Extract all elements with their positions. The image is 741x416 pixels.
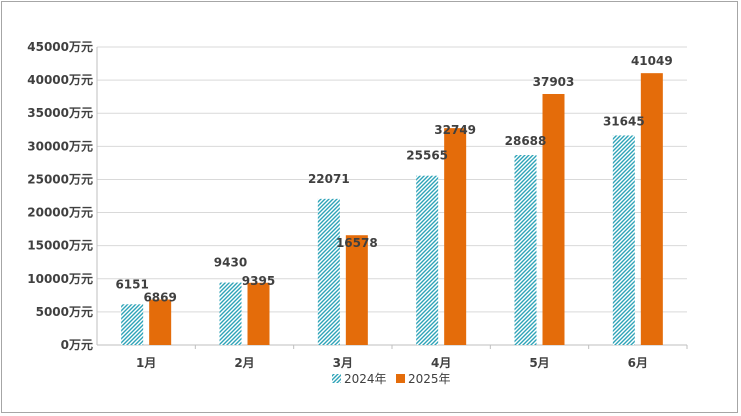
x-tick-label-1: 2月 — [234, 356, 254, 370]
legend-label-1: 2025年 — [408, 372, 451, 386]
bar-s2-5 — [640, 73, 663, 345]
legend: 2024年 2025年 — [332, 372, 451, 386]
data-label-s2-1: 9395 — [242, 274, 275, 288]
legend-label-0: 2024年 — [344, 372, 387, 386]
data-label-s2-4: 37903 — [533, 75, 575, 89]
bar-s1-5 — [612, 135, 635, 345]
bars — [121, 73, 663, 345]
y-tick-label-8: 40000万元 — [27, 73, 93, 87]
x-tick-label-3: 4月 — [431, 356, 451, 370]
y-tick-label-0: 0万元 — [61, 338, 93, 352]
bar-s1-4 — [514, 155, 537, 345]
bar-s2-2 — [345, 235, 368, 345]
bar-s2-3 — [444, 128, 467, 345]
bar-s2-0 — [149, 299, 172, 345]
bar-s1-0 — [121, 304, 144, 345]
data-label-s1-3: 25565 — [406, 149, 448, 163]
y-tick-label-4: 20000万元 — [27, 206, 93, 220]
y-tick-label-2: 10000万元 — [27, 272, 93, 286]
data-label-s2-3: 32749 — [434, 123, 476, 137]
bar-s1-2 — [317, 198, 340, 345]
x-tick-label-5: 6月 — [628, 356, 648, 370]
x-tick-label-4: 5月 — [529, 356, 549, 370]
legend-swatch-1 — [396, 374, 405, 383]
data-label-s2-2: 16578 — [336, 236, 378, 250]
data-label-s1-2: 22071 — [308, 172, 350, 186]
y-tick-label-7: 35000万元 — [27, 106, 93, 120]
y-tick-label-3: 15000万元 — [27, 239, 93, 253]
axes: 0万元 5000万元 10000万元 15000万元 20000万元 25000万元 300… — [27, 40, 688, 370]
bar-s2-1 — [247, 282, 270, 345]
bar-s1-1 — [219, 282, 242, 345]
y-tick-label-6: 30000万元 — [27, 139, 93, 153]
bar-s2-4 — [542, 93, 565, 345]
y-tick-label-5: 25000万元 — [27, 172, 93, 186]
y-tick-label-9: 45000万元 — [27, 40, 93, 54]
bar-s1-3 — [416, 175, 439, 345]
data-label-s2-5: 41049 — [631, 54, 673, 68]
data-label-s1-0: 6151 — [115, 277, 148, 291]
x-tick-label-0: 1月 — [136, 356, 156, 370]
gridlines — [97, 46, 687, 313]
x-tick-label-2: 3月 — [333, 356, 353, 370]
data-label-s1-4: 28688 — [505, 134, 547, 148]
y-tick-label-1: 5000万元 — [36, 305, 93, 319]
data-label-s1-1: 9430 — [214, 256, 247, 270]
data-label-s1-5: 31645 — [603, 114, 645, 128]
legend-swatch-0 — [332, 374, 341, 383]
data-label-s2-0: 6869 — [143, 291, 176, 305]
